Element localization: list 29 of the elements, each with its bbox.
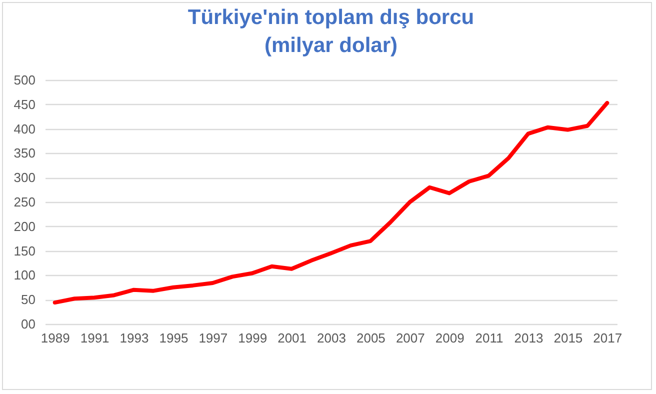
x-tick-label: 1999: [238, 330, 268, 346]
y-tick-label: 100: [14, 268, 36, 283]
y-tick-label: 250: [14, 194, 36, 210]
x-tick-label: 2013: [514, 330, 544, 346]
x-tick-label: 2011: [475, 330, 504, 346]
x-tick-label: 1991: [80, 330, 110, 346]
x-tick-label: 1993: [120, 330, 149, 346]
y-tick-label: 200: [14, 218, 36, 234]
x-tick-label: 2009: [435, 330, 464, 346]
x-tick-label: 1989: [40, 330, 70, 346]
line-series: [52, 100, 610, 305]
y-tick-label: 450: [14, 96, 36, 112]
x-tick-label: 2005: [356, 330, 386, 346]
x-tick-label: 2001: [278, 330, 307, 346]
y-tick-label: 400: [14, 121, 36, 136]
x-tick-label: 2007: [396, 330, 425, 346]
y-tick-label: 350: [14, 146, 36, 161]
y-tick-label: 150: [14, 243, 36, 258]
y-tick-label: 50: [21, 292, 36, 308]
y-tick-label: 500: [14, 72, 36, 88]
text: (milyar dolar): [264, 34, 398, 57]
x-tick-label: 2017: [593, 330, 622, 346]
x-tick-label: 1997: [198, 330, 228, 346]
x-tick-label: 1995: [159, 330, 188, 346]
x-tick-label: 2015: [554, 330, 583, 346]
x-tick-label: 2003: [317, 330, 346, 346]
text: Türkiye'nin toplam dış borcu: [188, 6, 474, 29]
y-tick-label: 00: [21, 316, 36, 332]
y-tick-label: 300: [14, 170, 36, 186]
